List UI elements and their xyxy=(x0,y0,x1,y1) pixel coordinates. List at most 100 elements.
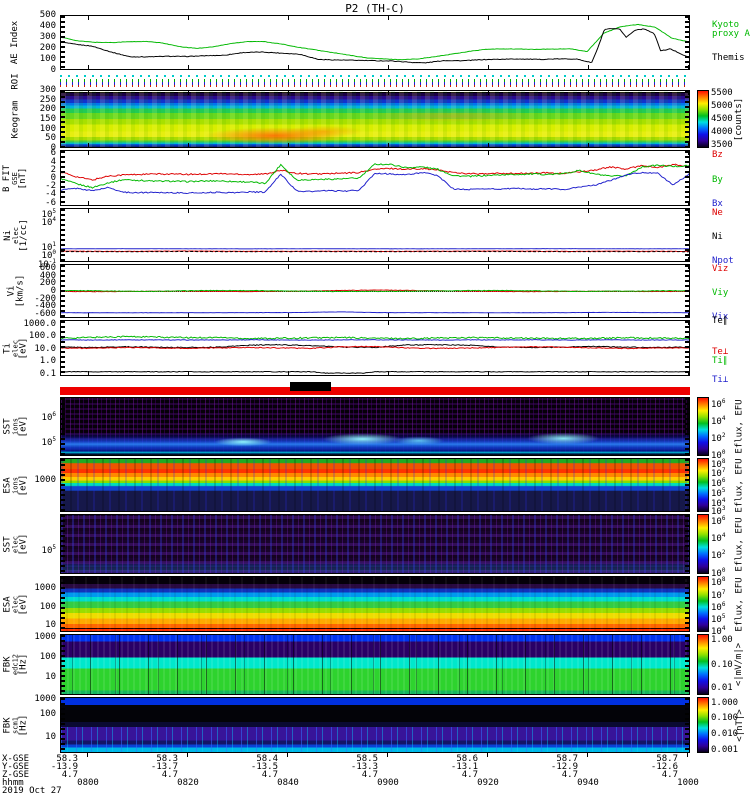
x-major-tick xyxy=(88,371,89,375)
x-major-tick xyxy=(288,209,289,213)
x-major-tick xyxy=(488,65,489,69)
x-major-tick xyxy=(388,313,389,317)
panel-image-sst_i xyxy=(61,398,689,455)
bottom-axis-value: 0820 xyxy=(177,778,199,788)
colorbar-unit-line: Eflux, EFU xyxy=(734,576,745,632)
x-major-tick xyxy=(388,265,389,269)
x-major-tick xyxy=(688,371,689,375)
x-major-tick xyxy=(88,209,89,213)
bottom-row-label: Y-GSE xyxy=(2,762,30,772)
colorbar-unit-text: <|nT|> xyxy=(735,709,745,742)
x-major-tick xyxy=(488,143,489,147)
x-major-tick xyxy=(488,16,489,20)
bottom-axis-value: 0920 xyxy=(477,778,499,788)
y-axis-title-fbk_e: FBK edc12 [Hz] xyxy=(0,634,32,695)
x-major-tick xyxy=(388,321,389,325)
panel-sst_i xyxy=(60,397,690,456)
x-major-tick xyxy=(488,371,489,375)
series-Te∥ xyxy=(61,343,689,349)
x-major-tick xyxy=(588,91,589,95)
colorbar-tick-label: 1.00 xyxy=(711,635,733,646)
y-tick-label: 0 xyxy=(50,286,56,296)
legend-label: Ne xyxy=(712,208,723,219)
y-tick-label: 200 xyxy=(39,43,56,53)
y-tick-label: 10 xyxy=(45,671,56,682)
bottom-axis-value: 58.4 xyxy=(256,754,278,764)
x-major-tick xyxy=(188,313,189,317)
panel-bfit xyxy=(60,150,690,206)
x-major-tick xyxy=(688,201,689,205)
chart-ti xyxy=(61,335,689,374)
colorbar-unit-label: Eflux, EFU xyxy=(733,397,747,456)
x-major-tick xyxy=(288,257,289,261)
x-major-tick xyxy=(588,313,589,317)
x-major-tick xyxy=(588,65,589,69)
panel-sst_e xyxy=(60,514,690,574)
series-Viy xyxy=(61,289,689,293)
colorbar-unit-label: Eflux, EFU xyxy=(733,514,747,574)
x-major-tick xyxy=(688,257,689,261)
panel-image-fbk_b xyxy=(61,698,689,752)
y-tick-label: 1000 xyxy=(34,632,56,643)
colorbar-unit-line: Eflux, EFU xyxy=(734,516,745,572)
bottom-axis-value: 58.3 xyxy=(156,754,178,764)
panel-ti xyxy=(60,320,690,376)
colorbar-tick-label: 103 xyxy=(711,505,726,518)
x-major-tick xyxy=(588,143,589,147)
x-major-tick xyxy=(88,151,89,155)
y-tick-label: -2 xyxy=(45,181,56,192)
legend-label: Bx xyxy=(712,199,723,210)
colorbar-fbk_e xyxy=(697,634,709,695)
bottom-axis-value: 4.7 xyxy=(661,770,678,780)
bottom-axis-value: -12.6 xyxy=(650,762,678,772)
x-major-tick xyxy=(588,371,589,375)
bottom-axis-value: -12.9 xyxy=(550,762,578,772)
roi-cyan-dots xyxy=(60,75,690,77)
x-major-tick xyxy=(488,91,489,95)
series-Bx xyxy=(61,171,689,195)
series-Te low trace xyxy=(61,370,689,374)
x-major-tick xyxy=(288,143,289,147)
y-tick-label: 4 xyxy=(50,156,56,167)
panel-esa_i xyxy=(60,458,690,512)
colorbar-tick-label: 105 xyxy=(711,613,726,626)
legend-label: Kyoto xyxy=(712,19,740,30)
x-major-tick xyxy=(88,321,89,325)
colorbar-unit-text: <|mV/m|> xyxy=(735,643,745,686)
x-major-tick xyxy=(388,209,389,213)
colorbar-unit-line: Eflux, EFU xyxy=(734,457,745,513)
x-major-tick xyxy=(88,65,89,69)
bottom-axis-value: -13.3 xyxy=(350,762,378,772)
colorbar-tick-label: 108 xyxy=(711,576,726,589)
panel-roi xyxy=(60,74,690,88)
panel-esa_e xyxy=(60,576,690,632)
x-axis-tick xyxy=(487,753,488,757)
series-Ti∥ xyxy=(61,335,689,340)
colorbar-unit-text: Eflux, EFU xyxy=(734,457,745,513)
x-major-tick xyxy=(288,201,289,205)
panel-image-sst_e xyxy=(61,515,689,573)
colorbar-unit-text: Eflux, EFU xyxy=(734,576,745,632)
bottom-axis-value: 4.7 xyxy=(161,770,178,780)
colorbar-tick-label: 0.10 xyxy=(711,659,733,670)
x-major-tick xyxy=(688,143,689,147)
x-major-tick xyxy=(688,265,689,269)
y-tick-label: 100 xyxy=(39,54,56,64)
colorbar-tick-label: 107 xyxy=(711,467,726,480)
x-major-tick xyxy=(188,257,189,261)
x-major-tick xyxy=(388,257,389,261)
y-tick-label: -200 xyxy=(34,293,56,304)
colorbar-tick-label: 106 xyxy=(711,477,726,490)
colorbar-unit-text: Eflux, EFU xyxy=(735,399,745,453)
legend-label: Ni xyxy=(712,232,723,243)
x-major-tick xyxy=(188,16,189,20)
y-tick-label: 50 xyxy=(45,133,56,144)
x-major-tick xyxy=(388,16,389,20)
series-Vix xyxy=(61,311,689,314)
x-major-tick xyxy=(88,16,89,20)
legend-label: Npot xyxy=(712,255,734,266)
legend-label: Bz xyxy=(712,150,723,161)
colorbar-tick-label: 104 xyxy=(711,496,726,509)
y-tick-label: 100 xyxy=(41,249,56,262)
colorbar-tick-label: 106 xyxy=(711,514,726,527)
